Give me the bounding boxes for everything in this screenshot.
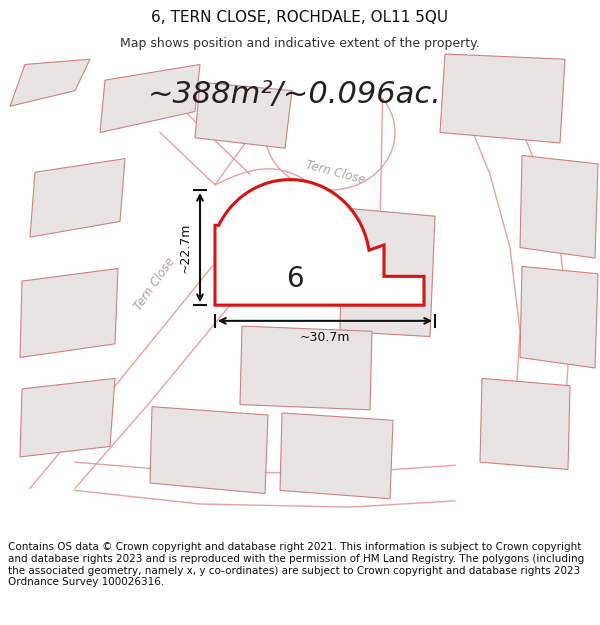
Polygon shape <box>10 59 90 106</box>
Polygon shape <box>340 208 435 336</box>
Polygon shape <box>440 54 565 143</box>
Polygon shape <box>150 407 268 494</box>
Text: Tern Close: Tern Close <box>132 256 178 313</box>
Polygon shape <box>20 269 118 358</box>
Text: ~22.7m: ~22.7m <box>179 222 192 272</box>
Text: Map shows position and indicative extent of the property.: Map shows position and indicative extent… <box>120 36 480 49</box>
Polygon shape <box>215 179 424 305</box>
Text: Contains OS data © Crown copyright and database right 2021. This information is : Contains OS data © Crown copyright and d… <box>8 542 584 587</box>
Polygon shape <box>195 82 292 148</box>
Text: ~388m²/~0.096ac.: ~388m²/~0.096ac. <box>148 80 442 109</box>
Polygon shape <box>520 156 598 258</box>
Polygon shape <box>20 378 115 457</box>
Text: 6: 6 <box>286 265 304 293</box>
Text: 6, TERN CLOSE, ROCHDALE, OL11 5QU: 6, TERN CLOSE, ROCHDALE, OL11 5QU <box>151 10 449 25</box>
Polygon shape <box>100 64 200 132</box>
Polygon shape <box>520 266 598 368</box>
Polygon shape <box>30 159 125 237</box>
Text: ~30.7m: ~30.7m <box>300 331 350 344</box>
Polygon shape <box>280 413 393 499</box>
Text: Tern Close: Tern Close <box>304 158 366 186</box>
Polygon shape <box>480 378 570 469</box>
Polygon shape <box>240 326 372 410</box>
